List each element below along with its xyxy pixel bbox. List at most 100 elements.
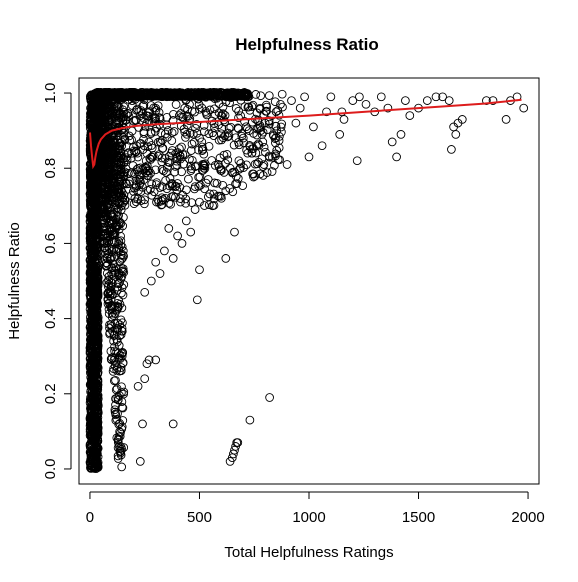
data-point [140, 374, 150, 384]
data-point [108, 326, 117, 336]
data-point [119, 102, 129, 112]
data-point [116, 231, 125, 241]
data-point [144, 355, 154, 365]
data-point [190, 205, 200, 214]
data-point [182, 120, 192, 130]
data-point [86, 315, 96, 325]
data-point [119, 280, 129, 289]
data-point [174, 111, 184, 120]
data-point [114, 295, 123, 305]
x-tick-label: 0 [86, 509, 94, 526]
data-point [249, 169, 258, 179]
data-point [291, 118, 301, 128]
data-point [129, 116, 139, 126]
data-point [113, 282, 122, 292]
data-point [221, 254, 231, 263]
data-point [168, 419, 178, 429]
data-point [176, 197, 185, 207]
data-point [457, 115, 467, 124]
data-point [161, 90, 170, 99]
data-point [111, 196, 121, 206]
data-point [115, 444, 125, 454]
data-point [91, 352, 100, 362]
data-point [104, 115, 114, 125]
data-point [262, 106, 271, 116]
data-point [114, 269, 124, 278]
data-point [243, 148, 253, 158]
data-point [197, 166, 207, 175]
data-point [86, 458, 95, 468]
data-point [107, 321, 117, 331]
data-point [209, 119, 219, 128]
data-point [282, 160, 292, 169]
data-point [208, 128, 217, 138]
data-point [107, 245, 116, 255]
data-point [87, 362, 97, 371]
data-point [149, 113, 159, 123]
data-point [87, 193, 96, 203]
trend-line [89, 98, 522, 170]
points-layer [85, 87, 529, 474]
data-point [92, 273, 101, 282]
data-point [259, 142, 269, 152]
data-point [194, 181, 204, 191]
data-point [237, 89, 247, 99]
data-point [247, 148, 257, 158]
data-point [89, 311, 98, 320]
data-point [96, 89, 106, 98]
data-point [120, 196, 130, 205]
data-point [181, 194, 191, 204]
data-point [387, 137, 397, 147]
data-point [152, 197, 161, 207]
data-point [224, 131, 234, 141]
data-point [309, 122, 318, 132]
data-point [120, 200, 130, 210]
data-point [97, 207, 107, 217]
data-point [162, 120, 172, 130]
data-point [233, 438, 243, 447]
data-point [112, 433, 122, 443]
data-point [151, 165, 160, 175]
data-point [104, 102, 114, 111]
data-point [153, 137, 163, 147]
data-point [146, 101, 156, 110]
data-point [103, 116, 113, 126]
data-point [201, 92, 211, 101]
data-point [92, 293, 101, 303]
data-point [242, 124, 252, 134]
data-point [262, 125, 272, 135]
data-point [86, 300, 96, 309]
data-point [110, 252, 119, 262]
data-point [146, 127, 156, 137]
data-point [164, 224, 174, 233]
data-point [195, 265, 204, 275]
data-point [348, 96, 358, 105]
data-point [185, 154, 194, 164]
data-point [115, 170, 125, 180]
data-point [146, 276, 156, 286]
data-point [181, 198, 191, 208]
data-point [123, 90, 132, 100]
data-point [87, 341, 96, 350]
data-point [89, 247, 99, 257]
data-point [204, 141, 214, 151]
data-point [155, 269, 165, 278]
data-point [122, 155, 132, 165]
data-point [114, 279, 123, 289]
data-point [519, 103, 529, 113]
data-point [275, 155, 284, 165]
data-point [93, 391, 103, 400]
data-point [438, 92, 447, 102]
data-point [172, 156, 182, 166]
data-point [109, 301, 119, 311]
data-point [209, 189, 219, 199]
data-point [265, 119, 274, 129]
data-point [223, 132, 232, 142]
x-axis: 0 500 1000 1500 2000 [86, 491, 545, 526]
data-point [121, 115, 130, 125]
data-point [86, 173, 95, 183]
data-point [105, 196, 115, 205]
data-point [100, 213, 109, 222]
data-point [186, 146, 196, 155]
